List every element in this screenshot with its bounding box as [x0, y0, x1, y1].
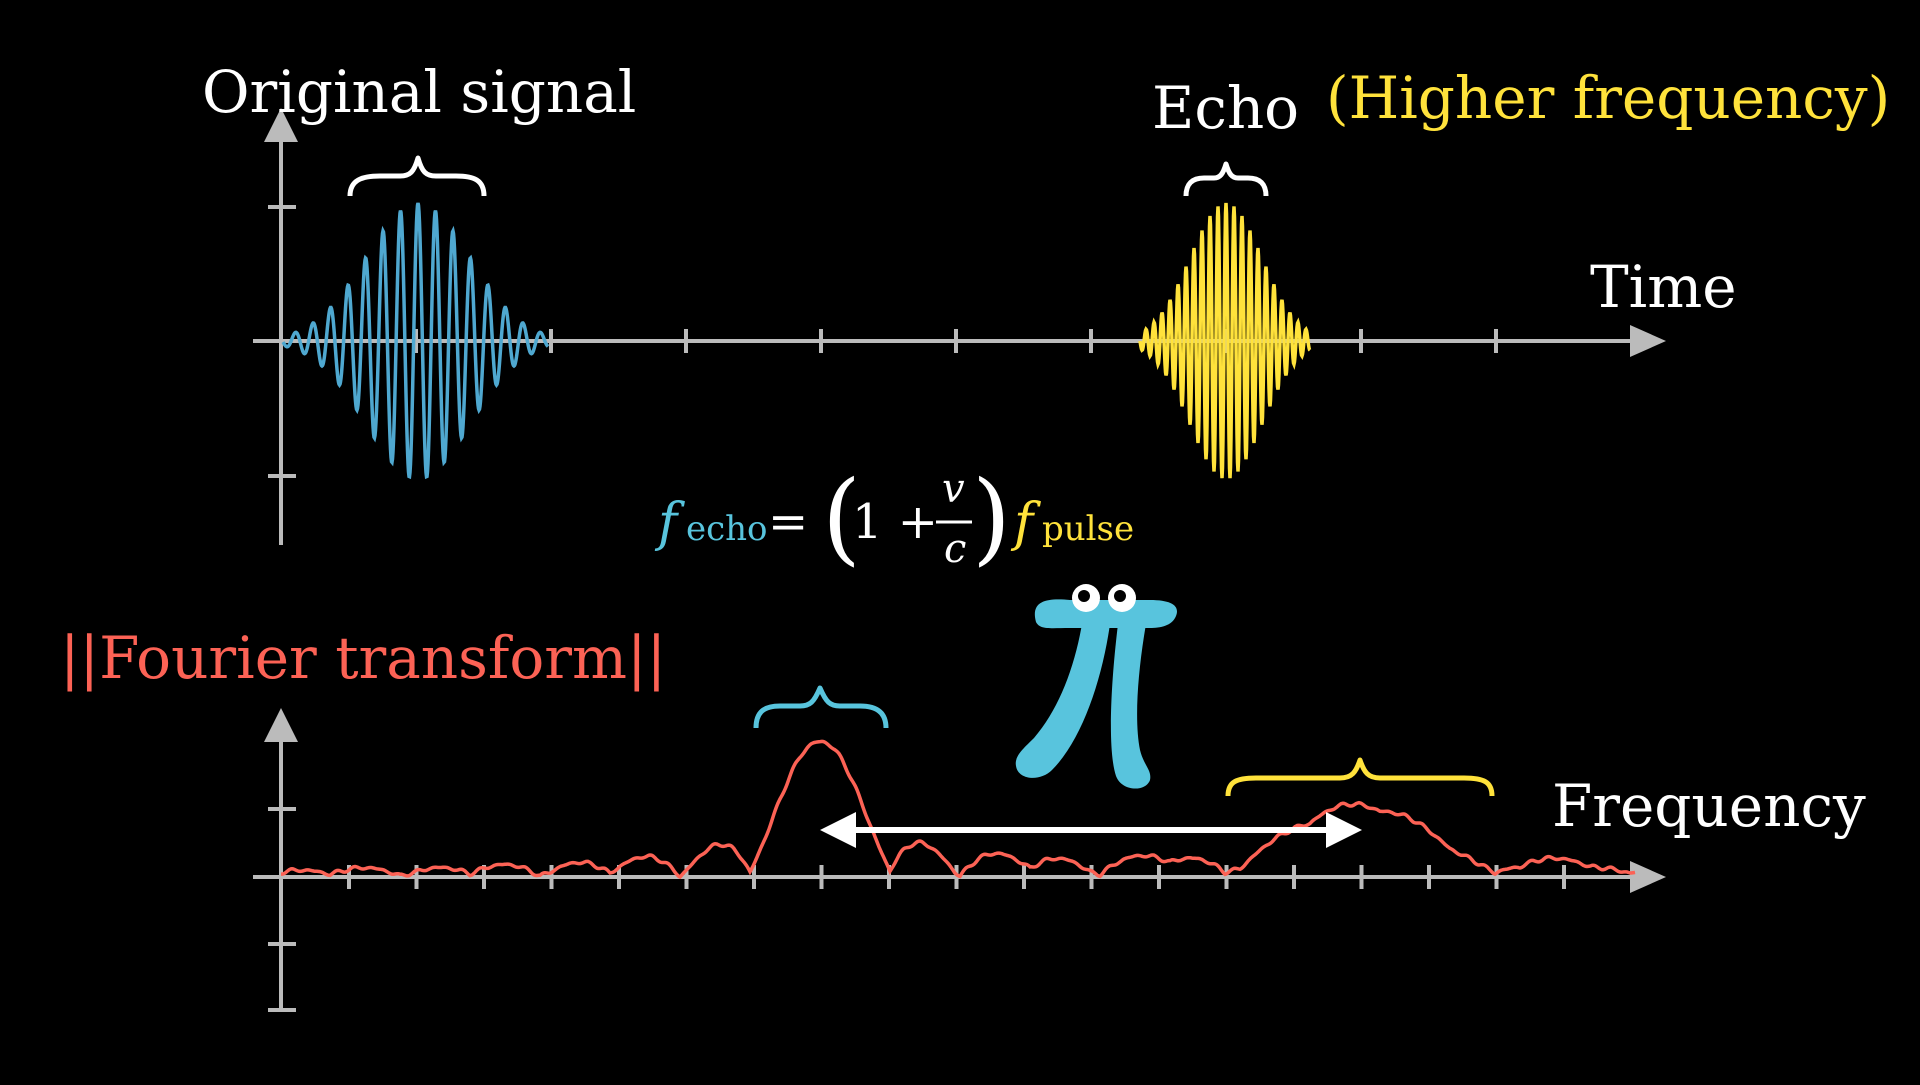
- formula-open-paren: (: [822, 459, 861, 576]
- formula-pulse-subscript: pulse: [1042, 509, 1134, 549]
- time-y-axis-arrowhead: [264, 108, 298, 142]
- formula-close-paren: ): [972, 459, 1011, 576]
- original-signal-wave: [281, 202, 550, 480]
- original-peak-brace: [753, 685, 889, 729]
- formula-equals: =: [768, 494, 808, 550]
- time-x-axis-arrowhead: [1630, 325, 1666, 357]
- double-arrow-icon: [820, 812, 1362, 848]
- echo-signal-wave: [1138, 202, 1312, 479]
- fourier-transform-curve: [281, 739, 1636, 880]
- echo-note: (Higher frequency): [1326, 64, 1890, 132]
- formula-c: c: [944, 526, 966, 572]
- original-pulse-brace: [347, 155, 487, 197]
- fourier-title: ||Fourier transform||: [60, 624, 666, 692]
- formula-f-pulse: f: [1010, 493, 1041, 553]
- formula-v: v: [942, 466, 965, 512]
- original-signal-title: Original signal: [202, 58, 636, 126]
- frequency-axis-label: Frequency: [1552, 772, 1866, 840]
- formula-f-echo: f: [654, 493, 685, 553]
- echo-peak-brace: [1225, 757, 1495, 797]
- frequency-plot: ||Fourier transform|| Frequency: [60, 624, 1866, 1012]
- formula-echo-subscript: echo: [686, 509, 768, 549]
- time-axis-label: Time: [1590, 253, 1737, 321]
- echo-label: Echo: [1152, 74, 1299, 142]
- pi-creature-icon: [1015, 584, 1177, 789]
- echo-pulse-brace: [1183, 161, 1269, 197]
- formula-one-plus: 1 +: [852, 494, 938, 550]
- freq-x-axis-arrowhead: [1630, 861, 1666, 893]
- freq-y-axis-arrowhead: [264, 708, 298, 742]
- time-plot: Original signal Echo (Higher frequency) …: [202, 58, 1890, 545]
- doppler-formula: f echo = ( 1 + v c ) f pulse: [654, 459, 1134, 576]
